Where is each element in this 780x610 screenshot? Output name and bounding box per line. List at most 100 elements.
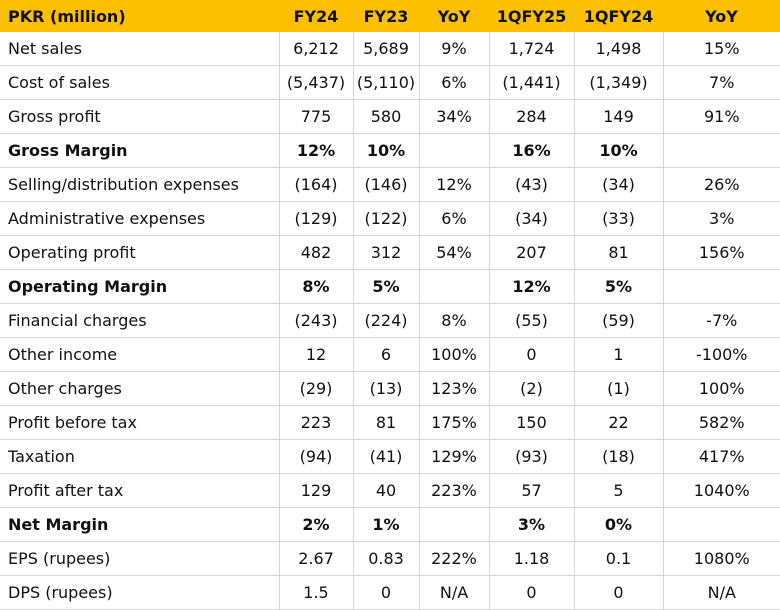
value-1qfy25: 284 (489, 99, 575, 134)
value-yoy-annual: 6% (419, 65, 490, 100)
value-yoy-quarterly (663, 133, 780, 168)
value-1qfy24: 5 (574, 473, 664, 508)
table-row: Operating Margin 8% 5% 12% 5% (0, 269, 780, 304)
value-1qfy24: 0% (574, 507, 664, 542)
value-yoy-quarterly: 91% (663, 99, 780, 134)
row-label: Profit after tax (0, 473, 280, 508)
value-fy23: 1% (353, 507, 420, 542)
table-row: DPS (rupees) 1.5 0 N/A 0 0 N/A (0, 575, 780, 610)
row-label: Operating profit (0, 235, 280, 270)
row-label: Selling/distribution expenses (0, 167, 280, 202)
value-1qfy24: 5% (574, 269, 664, 304)
value-1qfy25: 3% (489, 507, 575, 542)
header-yoy-annual: YoY (437, 6, 471, 26)
value-fy24: (94) (279, 439, 354, 474)
row-label: Net sales (0, 32, 280, 66)
value-fy24: (129) (279, 201, 354, 236)
value-yoy-annual: 34% (419, 99, 490, 134)
header-fy23: FY23 (363, 6, 409, 26)
table-row: Financial charges (243) (224) 8% (55) (59) -7% (0, 303, 780, 338)
value-yoy-quarterly: 417% (663, 439, 780, 474)
value-yoy-annual: N/A (419, 575, 490, 610)
row-label: Other income (0, 337, 280, 372)
value-yoy-quarterly: 156% (663, 235, 780, 270)
table-row: Administrative expenses (129) (122) 6% (34)(… (0, 201, 780, 236)
value-1qfy25: (34) (489, 201, 575, 236)
value-yoy-annual (419, 133, 490, 168)
value-yoy-annual: 123% (419, 371, 490, 406)
value-yoy-annual: 223% (419, 473, 490, 508)
value-fy24: 129 (279, 473, 354, 508)
value-fy24: 2.67 (279, 541, 354, 576)
value-1qfy24: (33) (574, 201, 664, 236)
row-label: EPS (rupees) (0, 541, 280, 576)
value-1qfy25: (43) (489, 167, 575, 202)
value-1qfy24: (18) (574, 439, 664, 474)
value-fy24: 12% (279, 133, 354, 168)
row-label: Taxation (0, 439, 280, 474)
value-1qfy24: (1,349) (574, 65, 664, 100)
value-1qfy25: 57 (489, 473, 575, 508)
value-yoy-quarterly: 26% (663, 167, 780, 202)
value-1qfy25: 0 (489, 575, 575, 610)
value-1qfy25: 1.18 (489, 541, 575, 576)
value-fy23: (146) (353, 167, 420, 202)
table-row: Cost of sales (5,437) (5,110) 6% (1,441) (1,3… (0, 65, 780, 100)
value-fy23: 0.83 (353, 541, 420, 576)
value-yoy-quarterly: -7% (663, 303, 780, 338)
value-1qfy24: 22 (574, 405, 664, 440)
value-fy23: 81 (353, 405, 420, 440)
value-yoy-quarterly: 582% (663, 405, 780, 440)
table-row: EPS (rupees) 2.67 0.83 222% 1.18 0.1 1080% (0, 541, 780, 576)
value-1qfy25: (1,441) (489, 65, 575, 100)
value-1qfy25: (55) (489, 303, 575, 338)
value-yoy-quarterly: 1040% (663, 473, 780, 508)
value-yoy-annual: 12% (419, 167, 490, 202)
row-label: Administrative expenses (0, 201, 280, 236)
value-1qfy25: (93) (489, 439, 575, 474)
value-yoy-annual: 222% (419, 541, 490, 576)
value-1qfy24: (59) (574, 303, 664, 338)
table-row: Profit after tax 129 40 223% 57 5 1040% (0, 473, 780, 508)
value-1qfy25: 16% (489, 133, 575, 168)
value-yoy-quarterly: N/A (663, 575, 780, 610)
table-row: Operating profit 482 312 54% 207 81 156% (0, 235, 780, 270)
row-label: Gross Margin (0, 133, 280, 168)
value-1qfy25: 12% (489, 269, 575, 304)
header-1qfy24: 1QFY24 (583, 6, 654, 26)
table-row: Other income 12 6 100% 0 1 -100% (0, 337, 780, 372)
value-yoy-annual: 100% (419, 337, 490, 372)
value-fy24: (243) (279, 303, 354, 338)
row-label: Gross profit (0, 99, 280, 134)
table-row: Selling/distribution expenses (164) (146) 1… (0, 167, 780, 202)
value-fy23: 40 (353, 473, 420, 508)
row-label: Operating Margin (0, 269, 280, 304)
table-header: PKR (million) FY24 FY23 YoY 1QFY25 1QFY2… (0, 0, 780, 32)
value-fy24: (29) (279, 371, 354, 406)
value-fy23: (122) (353, 201, 420, 236)
header-1qfy25: 1QFY25 (496, 6, 567, 26)
value-1qfy24: 0 (574, 575, 664, 610)
value-fy23: 0 (353, 575, 420, 610)
table-row: Gross Margin 12% 10% 16% 10% (0, 133, 780, 168)
table-row: Gross profit 775 580 34% 284 149 91% (0, 99, 780, 134)
value-1qfy24: 149 (574, 99, 664, 134)
value-yoy-quarterly: 7% (663, 65, 780, 100)
value-yoy-quarterly: 1080% (663, 541, 780, 576)
value-yoy-annual: 54% (419, 235, 490, 270)
value-fy24: 482 (279, 235, 354, 270)
header-yoy-quarterly: YoY (705, 6, 738, 26)
value-yoy-quarterly: -100% (663, 337, 780, 372)
value-yoy-annual (419, 269, 490, 304)
value-fy23: 5,689 (353, 32, 420, 66)
value-fy23: 6 (353, 337, 420, 372)
row-label: Financial charges (0, 303, 280, 338)
value-yoy-quarterly (663, 269, 780, 304)
table-body: Net sales 6,212 5,689 9% 1,724 1,498 15% Cost o… (0, 32, 780, 610)
row-label: DPS (rupees) (0, 575, 280, 610)
value-1qfy25: 1,724 (489, 32, 575, 66)
table-row: Other charges (29) (13) 123% (2) (1) 100% (0, 371, 780, 406)
value-yoy-quarterly: 100% (663, 371, 780, 406)
table-row: Profit before tax 223 81 175% 150 22 582% (0, 405, 780, 440)
